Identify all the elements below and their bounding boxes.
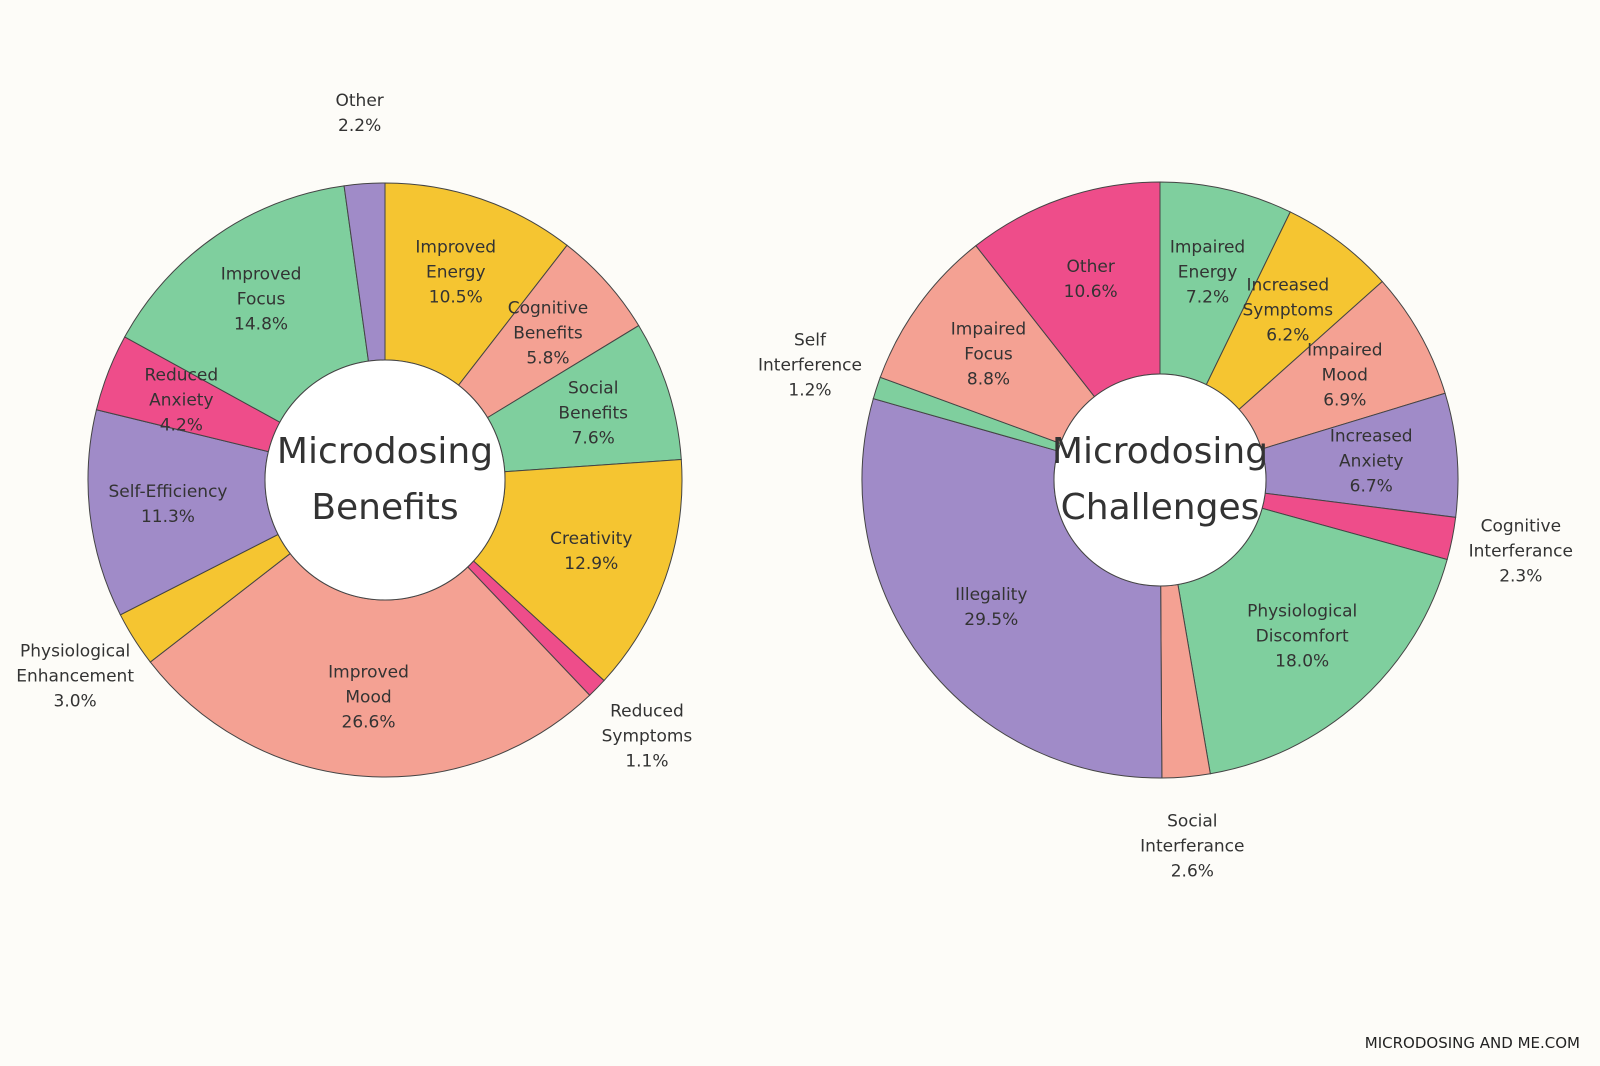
category-name: Self Interference (757, 330, 862, 376)
value-label: 6.7% (1349, 476, 1393, 497)
value-label: 14.8% (234, 314, 289, 335)
slice-label: Self Interference 1.2% (750, 329, 870, 404)
category-name: Improved Focus (220, 264, 302, 310)
value-label: 10.6% (1063, 281, 1118, 302)
slice-label: Cognitive Benefits 5.8% (488, 297, 608, 372)
category-name: Social Benefits (558, 378, 629, 424)
category-name: Impaired Energy (1169, 237, 1246, 283)
category-name: Other (1066, 256, 1115, 277)
slice-label: Cognitive Interferance 2.3% (1461, 515, 1581, 590)
category-name: Increased Symptoms (1242, 275, 1334, 321)
slice-label: Impaired Mood 6.9% (1285, 339, 1405, 414)
category-name: Social Interferance (1140, 811, 1245, 857)
value-label: 4.2% (159, 415, 203, 436)
slice-label: Improved Energy 10.5% (396, 236, 516, 311)
category-name: Increased Anxiety (1329, 426, 1413, 472)
slice-label: Improved Mood 26.6% (309, 660, 429, 735)
value-label: 18.0% (1275, 651, 1330, 672)
footer: MICRODOSING AND ME.COM (1364, 1034, 1580, 1052)
value-label: 1.1% (625, 751, 669, 772)
slice-label: Increased Anxiety 6.7% (1311, 425, 1431, 500)
slice-label: Impaired Energy 7.2% (1148, 236, 1268, 311)
category-name: Improved Mood (328, 662, 409, 708)
category-name: Self-Efficiency (108, 482, 228, 503)
slice-label: Other 10.6% (1031, 255, 1151, 305)
value-label: 11.3% (140, 507, 195, 528)
category-name: Cognitive Benefits (507, 298, 589, 344)
slice-label: Physiological Enhancement 3.0% (15, 639, 135, 714)
category-name: Physiological Enhancement (16, 641, 134, 687)
value-label: 7.2% (1185, 287, 1230, 308)
chart-title: Microdosing Benefits (276, 431, 494, 528)
slice-label: Creativity 12.9% (531, 527, 651, 577)
value-label: 6.9% (1323, 390, 1367, 411)
value-label: 7.6% (571, 428, 615, 449)
slice-label: Social Benefits 7.6% (533, 376, 653, 451)
value-label: 29.5% (964, 610, 1019, 631)
slice-label: Self-Efficiency 11.3% (108, 480, 228, 530)
slice-label: Increased Symptoms 6.2% (1228, 273, 1348, 348)
value-label: 5.8% (526, 348, 570, 369)
slice-label: Improved Focus 14.8% (201, 263, 321, 338)
value-label: 26.6% (341, 712, 396, 733)
category-name: Reduced Symptoms (601, 701, 693, 747)
category-name: Impaired Mood (1307, 340, 1383, 386)
slice-label: Reduced Anxiety 4.2% (121, 363, 241, 438)
donut-hole (1053, 373, 1267, 587)
chart-title: Microdosing Challenges (1051, 431, 1269, 528)
value-label: 12.9% (564, 554, 619, 575)
value-label: 2.3% (1499, 566, 1543, 587)
slice-label: Social Interferance 2.6% (1132, 809, 1252, 884)
category-name: Cognitive Interferance (1468, 516, 1573, 562)
value-label: 10.5% (428, 287, 483, 308)
value-label: 8.8% (966, 369, 1011, 390)
value-label: 2.2% (338, 115, 382, 136)
value-label: 6.2% (1266, 325, 1310, 346)
category-name: Impaired Focus (950, 319, 1027, 365)
value-label: 2.6% (1170, 861, 1214, 882)
slice-label: Impaired Focus 8.8% (928, 318, 1048, 393)
value-label: 3.0% (53, 691, 97, 712)
category-name: Physiological Discomfort (1247, 601, 1358, 647)
category-name: Creativity (550, 529, 633, 550)
category-name: Other (335, 90, 384, 111)
donut-hole (264, 359, 506, 601)
category-name: Improved Energy (415, 237, 497, 283)
slice-label: Illegality 29.5% (931, 583, 1051, 633)
category-name: Illegality (955, 585, 1028, 606)
value-label: 1.2% (788, 380, 832, 401)
slice-label: Reduced Symptoms 1.1% (587, 700, 707, 775)
slice-label: Physiological Discomfort 18.0% (1242, 600, 1362, 675)
slice-label: Other 2.2% (300, 89, 420, 139)
category-name: Reduced Anxiety (144, 365, 219, 411)
